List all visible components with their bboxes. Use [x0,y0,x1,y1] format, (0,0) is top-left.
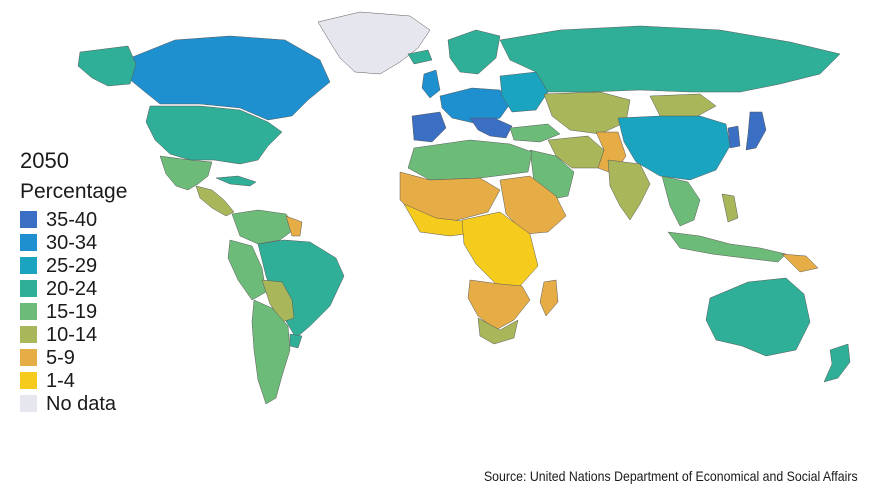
region-mongolia [649,93,717,119]
region-korea [727,125,741,149]
region-southern-africa [467,279,531,331]
region-colombia-venezuela [231,209,297,245]
region-madagascar [539,279,559,317]
legend-item: 15-19 [20,300,127,323]
legend-swatch [20,326,37,343]
legend-year: 2050 [20,148,69,173]
region-greenland [317,11,431,75]
region-india [607,159,651,221]
legend-swatch [20,280,37,297]
legend-title: Percentage [20,180,128,203]
source-note: Source: United Nations Department of Eco… [484,468,858,484]
region-new-zealand [823,343,851,383]
region-canada [127,35,331,121]
region-mexico [159,155,213,191]
region-italy-balkans [469,117,513,139]
map-legend: 2050 Percentage 35-40 30-34 25-29 20-24 15-1… [20,148,127,415]
legend-label: 25-29 [46,254,98,277]
region-bolivia-paraguay [261,279,295,323]
region-scandinavia [447,29,501,75]
legend-item: 1-4 [20,369,127,392]
region-south-africa [477,317,519,345]
region-uruguay [289,333,303,349]
legend-item: 20-24 [20,277,127,300]
legend-item: 35-40 [20,208,127,231]
region-central-america [195,185,235,217]
legend-swatch [20,211,37,228]
region-iceland [407,49,433,65]
region-chile-argentina [251,299,291,405]
region-guianas [285,215,303,237]
region-peru-ecuador [227,239,267,301]
legend-swatch [20,234,37,251]
region-north-africa [407,139,533,181]
region-iberia [411,111,447,143]
legend-swatch [20,395,37,412]
region-southeast-asia [661,175,701,227]
region-papua [781,253,819,273]
region-russia [499,25,841,93]
region-indonesia [667,231,787,263]
legend-item: 5-9 [20,346,127,369]
region-east-africa [499,175,567,235]
legend-label: 10-14 [46,323,98,346]
legend-label: 30-34 [46,231,98,254]
legend-item: 10-14 [20,323,127,346]
legend-item: No data [20,392,127,415]
legend-swatch [20,257,37,274]
legend-label: No data [46,392,117,415]
region-central-asia [543,91,631,135]
legend-label: 35-40 [46,208,98,231]
region-turkey [509,123,561,143]
region-japan [745,111,767,151]
legend-label: 1-4 [46,369,75,392]
legend-item: 25-29 [20,254,127,277]
legend-item: 30-34 [20,231,127,254]
legend-label: 15-19 [46,300,98,323]
region-caribbean [215,175,257,187]
region-philippines [721,193,739,223]
region-usa [145,105,283,165]
region-china [617,115,731,181]
legend-items: 35-40 30-34 25-29 20-24 15-19 10-14 5-9 1-4 No d… [20,208,127,415]
region-uk [421,69,441,99]
legend-swatch [20,303,37,320]
legend-label: 5-9 [46,346,75,369]
region-alaska [77,45,137,87]
legend-swatch [20,349,37,366]
region-western-europe [439,87,511,125]
legend-swatch [20,372,37,389]
region-australia [705,277,811,357]
legend-label: 20-24 [46,277,98,300]
